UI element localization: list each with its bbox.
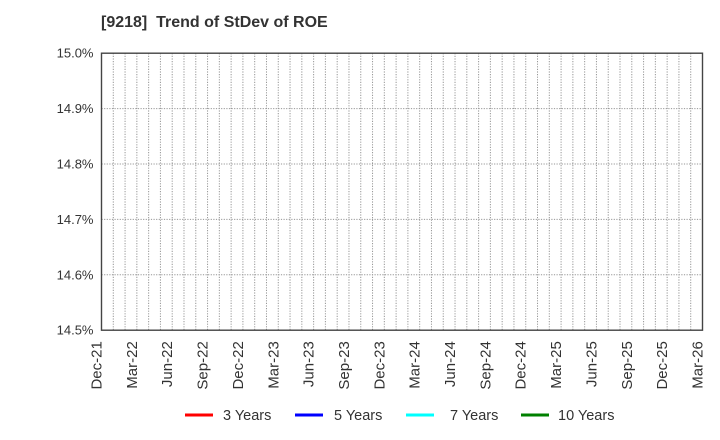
- svg-text:Jun-24: Jun-24: [442, 341, 459, 387]
- svg-text:Dec-22: Dec-22: [230, 341, 247, 389]
- svg-text:Jun-25: Jun-25: [583, 341, 600, 387]
- svg-text:Dec-25: Dec-25: [654, 341, 671, 389]
- svg-text:Mar-24: Mar-24: [407, 341, 424, 389]
- svg-text:Sep-25: Sep-25: [619, 341, 636, 389]
- svg-text:10 Years: 10 Years: [558, 408, 614, 424]
- svg-text:14.6%: 14.6%: [57, 267, 94, 282]
- svg-text:Sep-24: Sep-24: [477, 341, 494, 389]
- svg-text:3 Years: 3 Years: [223, 408, 271, 424]
- svg-text:7 Years: 7 Years: [450, 408, 498, 424]
- svg-text:14.7%: 14.7%: [57, 212, 94, 227]
- svg-text:Dec-24: Dec-24: [513, 341, 530, 389]
- svg-text:Mar-23: Mar-23: [265, 341, 282, 389]
- svg-text:15.0%: 15.0%: [57, 46, 94, 61]
- svg-text:14.5%: 14.5%: [57, 323, 94, 338]
- svg-text:Dec-21: Dec-21: [89, 341, 106, 389]
- svg-text:14.9%: 14.9%: [57, 101, 94, 116]
- svg-text:Mar-22: Mar-22: [124, 341, 141, 389]
- svg-text:Dec-23: Dec-23: [371, 341, 388, 389]
- svg-text:14.8%: 14.8%: [57, 157, 94, 172]
- svg-text:Mar-25: Mar-25: [548, 341, 565, 389]
- svg-text:Jun-23: Jun-23: [301, 341, 318, 387]
- svg-text:Mar-26: Mar-26: [690, 341, 707, 389]
- svg-text:Sep-22: Sep-22: [195, 341, 212, 389]
- svg-text:Sep-23: Sep-23: [336, 341, 353, 389]
- svg-text:Jun-22: Jun-22: [159, 341, 176, 387]
- svg-text:5 Years: 5 Years: [334, 408, 382, 424]
